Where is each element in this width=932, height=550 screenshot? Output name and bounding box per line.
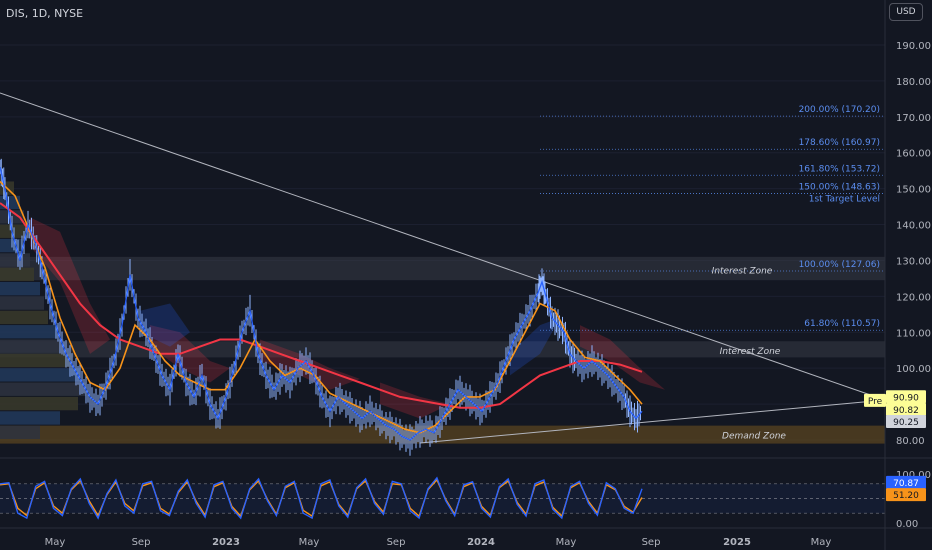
oscillator-axis-tick-label: 0.00 xyxy=(896,519,918,530)
fib-level-label: 100.00% (127.06) xyxy=(799,260,880,270)
volume-profile-bar xyxy=(0,353,72,368)
price-axis-tick-label: 160.00 xyxy=(896,149,931,160)
price-series xyxy=(0,158,643,456)
time-axis-label: 2023 xyxy=(212,537,240,548)
price-axis-tick-label: 110.00 xyxy=(896,328,931,339)
annotations: 1st Target Level Interest Zone Interest Zo… xyxy=(712,194,880,441)
stochastic-k-line xyxy=(0,476,643,520)
cloud-band xyxy=(30,217,110,354)
price-axis-tick-label: 120.00 xyxy=(896,292,931,303)
time-axis-label: May xyxy=(45,537,66,548)
price-axis-tick-label: 170.00 xyxy=(896,113,931,124)
stochastic-oscillator xyxy=(0,476,885,520)
cloud-band xyxy=(580,325,665,390)
pre-market-tag: Pre xyxy=(868,397,883,407)
volume-profile-bar xyxy=(0,310,48,325)
pre-market-price-tag-bg xyxy=(886,390,926,404)
ascending-trendline xyxy=(419,399,886,444)
descending-trendline xyxy=(0,92,886,401)
time-axis-label: May xyxy=(299,537,320,548)
time-axis-label: May xyxy=(556,537,577,548)
volume-profile-bar xyxy=(0,253,30,267)
time-axis-label: Sep xyxy=(642,537,661,548)
interest-zone-upper xyxy=(0,256,885,281)
slow-moving-average-line xyxy=(0,202,643,409)
stochastic-k-value-tag-bg xyxy=(886,475,926,489)
volume-profile-bar xyxy=(0,411,60,425)
oscillator-band xyxy=(0,483,885,514)
symbol-title: DIS, 1D, NYSE xyxy=(6,7,84,20)
time-axis-label: Sep xyxy=(387,537,406,548)
fib-level-label: 161.80% (153.72) xyxy=(799,164,880,174)
zones xyxy=(0,256,885,444)
time-axis-label: 2025 xyxy=(723,537,751,548)
close-price-tag-bg xyxy=(886,415,926,429)
volume-profile-bar xyxy=(0,368,80,382)
volume-profile-bar xyxy=(0,282,40,296)
time-axis-label: 2024 xyxy=(467,537,495,548)
close-price-tag: 90.25 xyxy=(893,418,919,428)
price-axis-tick-label: 100.00 xyxy=(896,364,931,375)
price-line xyxy=(0,166,643,441)
price-axis-tick-label: 180.00 xyxy=(896,77,931,88)
fib-level-label: 200.00% (170.20) xyxy=(799,105,880,115)
currency-button[interactable]: USD xyxy=(889,3,923,21)
price-tags: Pre 90.90 90.82 90.25 70.87 51.20 xyxy=(864,390,926,502)
stochastic-d-value-tag: 51.20 xyxy=(893,491,919,501)
time-axis-label: Sep xyxy=(132,537,151,548)
volume-profile-bar xyxy=(0,382,86,396)
price-axis-tick-label: 130.00 xyxy=(896,256,931,267)
volume-profile-bar xyxy=(0,296,44,310)
volume-profile-bar xyxy=(0,238,22,253)
stochastic-d-value-tag-bg xyxy=(886,488,926,502)
volume-profile-bar xyxy=(0,325,58,339)
cloud-band xyxy=(510,317,560,376)
stochastic-k-value-tag: 70.87 xyxy=(893,479,919,489)
price-axis-tick-label: 190.00 xyxy=(896,41,931,52)
volume-profile-bar xyxy=(0,339,64,353)
chart-annotation: Demand Zone xyxy=(722,432,786,442)
cloud-band xyxy=(140,303,190,347)
oscillator-axis-tick-label: 100.00 xyxy=(896,470,931,481)
last-price-tag: 90.82 xyxy=(893,406,919,416)
cloud-bands xyxy=(30,217,665,419)
trend-lines xyxy=(0,92,886,444)
volume-profile-bar xyxy=(0,396,78,411)
price-axis-tick-label: 140.00 xyxy=(896,221,931,232)
demand-zone xyxy=(0,425,885,444)
last-price-tag-bg xyxy=(886,402,926,416)
volume-profile-bar xyxy=(0,267,34,281)
price-axis-tick-label: 150.00 xyxy=(896,185,931,196)
pre-market-tag-bg xyxy=(864,393,886,407)
interest-zone-lower xyxy=(0,341,885,358)
pre-market-price-tag: 90.90 xyxy=(893,393,919,403)
cloud-band xyxy=(150,325,230,383)
chart-annotation: 1st Target Level xyxy=(809,194,880,204)
price-axis-tick-label: 80.00 xyxy=(896,436,925,447)
chart-annotation: Interest Zone xyxy=(712,266,773,276)
time-axis-label: May xyxy=(811,537,832,548)
chart-annotation: Interest Zone xyxy=(720,347,781,357)
fib-level-label: 61.80% (110.57) xyxy=(804,319,880,329)
volume-profile-bar xyxy=(0,425,40,439)
fib-levels: 200.00% (170.20) 178.60% (160.97) 161.80% … xyxy=(540,105,885,331)
fast-moving-average-line xyxy=(0,180,643,434)
fib-level-label: 150.00% (148.63) xyxy=(799,183,880,193)
fib-level-label: 178.60% (160.97) xyxy=(799,138,880,148)
